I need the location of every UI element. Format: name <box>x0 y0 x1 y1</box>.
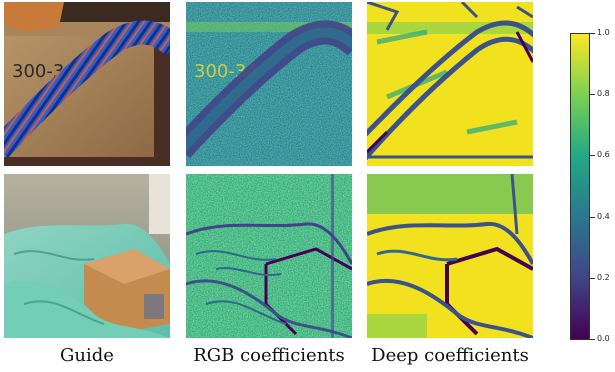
colorbar-tick <box>590 339 595 340</box>
colorbar-tick-label: 0.2 <box>597 273 610 282</box>
rgb-coefficients-top: 300-34 <box>186 2 352 166</box>
guide-image-cloth-box <box>4 174 170 338</box>
deep-coefficients-top-map <box>367 2 533 166</box>
colorbar-tick <box>590 94 595 95</box>
guide-rope-box-photo: 300-34 <box>4 2 170 166</box>
rgb-coefficients-top-map: 300-34 <box>186 2 352 166</box>
colorbar-tick-label: 0.8 <box>597 89 610 98</box>
caption-deep-coefficients: Deep coefficients <box>371 345 529 366</box>
rgb-coefficients-bottom-map <box>186 174 352 338</box>
colorbar-tick-label: 1.0 <box>597 28 610 37</box>
deep-coefficients-bottom-map <box>367 174 533 338</box>
caption-rgb-coefficients: RGB coefficients <box>193 345 345 366</box>
caption-guide: Guide <box>60 345 114 366</box>
deep-coefficients-top <box>367 2 533 166</box>
deep-coefficients-bottom <box>367 174 533 338</box>
colorbar-tick <box>590 155 595 156</box>
colorbar-tick-label: 0.4 <box>597 212 610 221</box>
colorbar <box>570 33 590 340</box>
colorbar-tick <box>590 217 595 218</box>
colorbar-tick-label: 0.6 <box>597 150 610 159</box>
guide-image-rope-box: 300-34 <box>4 2 170 166</box>
rgb-coefficients-bottom <box>186 174 352 338</box>
guide-cloth-box-photo <box>4 174 170 338</box>
colorbar-tick <box>590 278 595 279</box>
colorbar-tick-label: 0.0 <box>597 334 610 343</box>
colorbar-tick <box>590 33 595 34</box>
